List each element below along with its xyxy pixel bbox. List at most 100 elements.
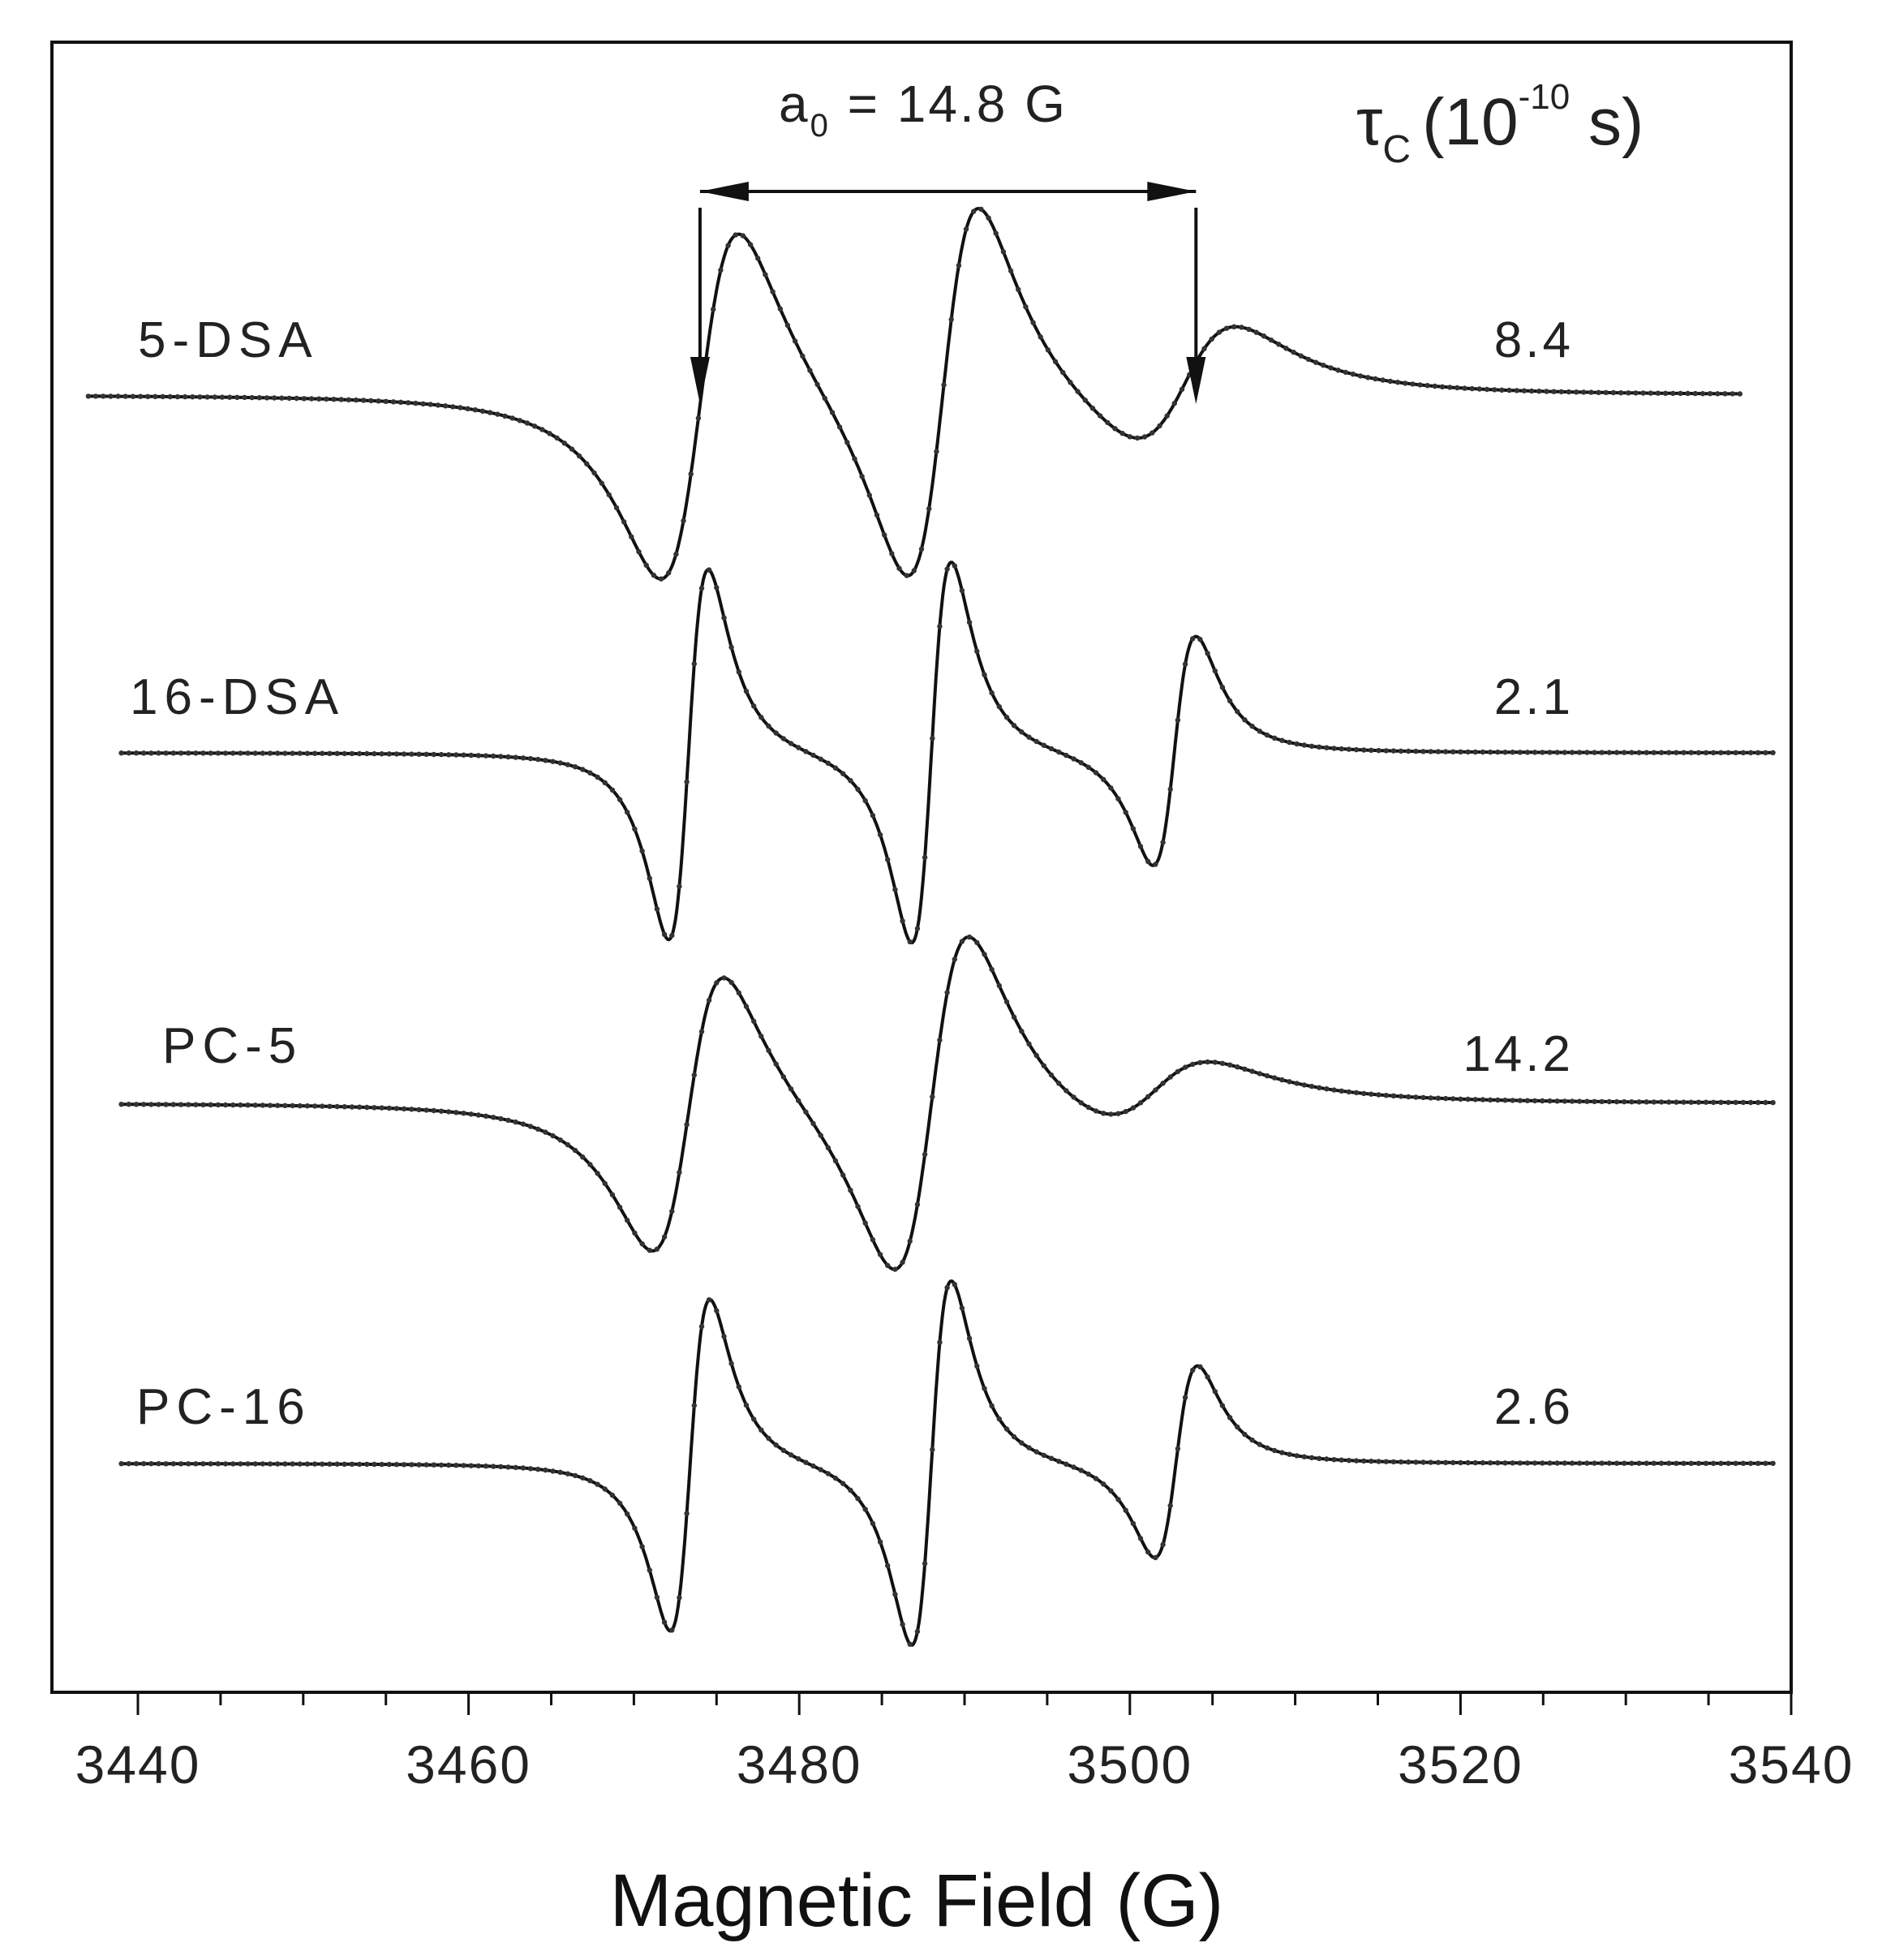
data-point bbox=[420, 401, 426, 406]
data-point bbox=[1190, 1367, 1196, 1373]
svg-text:a0 = 14.8 G: a0 = 14.8 G bbox=[779, 75, 1068, 144]
data-point bbox=[621, 519, 627, 525]
data-point bbox=[1308, 743, 1315, 749]
data-point bbox=[698, 585, 705, 591]
data-point bbox=[814, 381, 820, 388]
data-point bbox=[312, 1103, 318, 1109]
data-point bbox=[170, 1461, 176, 1467]
data-point bbox=[156, 750, 161, 756]
data-point bbox=[1629, 1099, 1635, 1105]
data-point bbox=[1633, 390, 1639, 396]
data-point bbox=[859, 474, 865, 479]
a0-arrowhead-left bbox=[699, 182, 749, 201]
data-point bbox=[684, 779, 690, 784]
data-point bbox=[416, 751, 422, 757]
data-point bbox=[1439, 384, 1446, 389]
data-point bbox=[751, 1416, 757, 1422]
data-point bbox=[602, 1180, 608, 1187]
data-point bbox=[691, 661, 697, 667]
data-point bbox=[208, 750, 213, 756]
data-point bbox=[684, 1122, 690, 1128]
data-point bbox=[1406, 1094, 1412, 1100]
data-point bbox=[1606, 1098, 1613, 1105]
data-point bbox=[442, 403, 449, 409]
data-point bbox=[1197, 1364, 1203, 1370]
data-point bbox=[561, 441, 567, 446]
data-point bbox=[1324, 1456, 1330, 1462]
data-point bbox=[609, 1192, 616, 1197]
data-point bbox=[230, 1102, 236, 1108]
data-point bbox=[1283, 346, 1289, 351]
tau-symbol: τ bbox=[1356, 85, 1382, 159]
data-point bbox=[822, 395, 827, 402]
data-point bbox=[1380, 377, 1386, 383]
data-point bbox=[140, 750, 147, 756]
data-point bbox=[1019, 729, 1025, 735]
data-point bbox=[810, 752, 816, 759]
data-point bbox=[1041, 1452, 1047, 1459]
data-point bbox=[1026, 734, 1032, 740]
data-point bbox=[1603, 389, 1609, 396]
data-point bbox=[639, 848, 645, 854]
data-point bbox=[468, 1111, 474, 1117]
data-point bbox=[1011, 1014, 1017, 1021]
data-point bbox=[1157, 423, 1162, 429]
data-point bbox=[629, 534, 634, 539]
data-point bbox=[1137, 844, 1144, 849]
data-point bbox=[178, 750, 184, 756]
data-point bbox=[1424, 383, 1430, 389]
data-point bbox=[324, 396, 329, 402]
data-point bbox=[1544, 389, 1549, 394]
data-point bbox=[1085, 1471, 1092, 1477]
data-point bbox=[1711, 1460, 1717, 1467]
data-point bbox=[937, 1339, 943, 1345]
data-point bbox=[1085, 1104, 1092, 1111]
data-point bbox=[1569, 1098, 1575, 1104]
data-point bbox=[1740, 1460, 1747, 1467]
data-point bbox=[249, 394, 255, 401]
data-point bbox=[193, 1461, 199, 1467]
data-point bbox=[892, 1266, 898, 1272]
data-point bbox=[1428, 1459, 1433, 1465]
data-point bbox=[1725, 1460, 1731, 1467]
data-point bbox=[1770, 1099, 1776, 1106]
data-point bbox=[862, 797, 868, 804]
data-point bbox=[918, 546, 925, 552]
data-point bbox=[666, 570, 672, 576]
data-point bbox=[1458, 1096, 1463, 1102]
data-point bbox=[1101, 1111, 1106, 1116]
data-point bbox=[1718, 1099, 1724, 1106]
data-point bbox=[513, 754, 518, 760]
data-point bbox=[907, 939, 913, 945]
data-point bbox=[527, 1466, 534, 1472]
data-point bbox=[200, 1102, 206, 1108]
data-point bbox=[193, 750, 199, 756]
data-point bbox=[1048, 1455, 1055, 1461]
data-point bbox=[654, 1246, 660, 1252]
data-point bbox=[1730, 391, 1735, 397]
data-point bbox=[587, 1162, 593, 1167]
data-point bbox=[304, 1461, 311, 1467]
data-point bbox=[1145, 1549, 1151, 1555]
data-point bbox=[327, 750, 333, 756]
data-point bbox=[989, 690, 995, 696]
data-point bbox=[252, 750, 258, 756]
data-point bbox=[1041, 1063, 1047, 1068]
data-point bbox=[353, 397, 359, 403]
data-point bbox=[1644, 750, 1649, 755]
data-point bbox=[297, 750, 303, 756]
data-point bbox=[1357, 373, 1364, 379]
data-point bbox=[1227, 1415, 1233, 1421]
data-point bbox=[1394, 380, 1401, 385]
data-point bbox=[1551, 389, 1557, 394]
data-point bbox=[312, 750, 318, 756]
data-point bbox=[1435, 749, 1442, 754]
data-point bbox=[1324, 1086, 1330, 1092]
data-point bbox=[1321, 363, 1326, 368]
data-point bbox=[691, 1403, 697, 1408]
data-point bbox=[877, 1252, 883, 1257]
data-point bbox=[409, 1462, 415, 1468]
data-point bbox=[625, 1511, 630, 1517]
data-point bbox=[1718, 1460, 1724, 1467]
data-point bbox=[565, 762, 571, 767]
